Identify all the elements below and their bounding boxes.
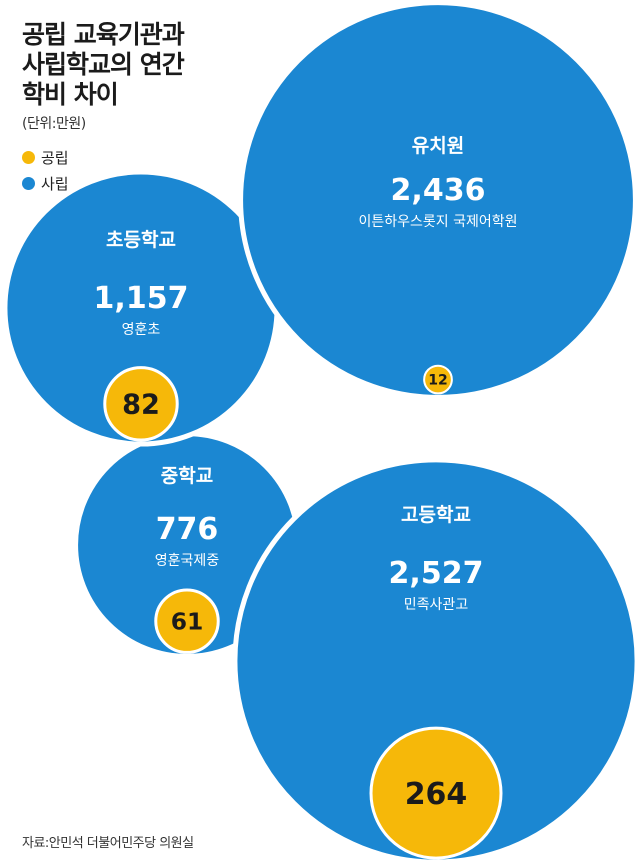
private-example-label-kindergarten: 이튼하우스롯지 국제어학원 — [358, 214, 517, 230]
private-value-label-kindergarten: 2,436 — [391, 173, 486, 208]
public-bubble-elementary — [103, 366, 179, 442]
category-label-elementary: 초등학교 — [106, 229, 176, 251]
private-value-label-elementary: 1,157 — [94, 281, 189, 316]
chart-title: 공립 교육기관과 사립학교의 연간 학비 차이 — [22, 20, 262, 110]
public-bubble-high — [369, 726, 503, 860]
legend: 공립 사립 — [22, 146, 69, 198]
private-example-label-middle: 영훈국제중 — [155, 553, 220, 569]
private-value-label-high: 2,527 — [389, 556, 484, 591]
title-line-2: 사립학교의 연간 — [22, 50, 185, 79]
public-bubble-kindergarten — [423, 364, 453, 395]
legend-swatch-public — [22, 150, 35, 164]
source-note: 자료:안민석 더불어민주당 의원실 — [22, 836, 194, 851]
private-example-label-elementary: 영훈초 — [122, 322, 161, 338]
legend-label-public: 공립 — [41, 148, 69, 167]
public-value-label-high: 264 — [405, 777, 468, 812]
legend-item-public: 공립 — [22, 146, 69, 168]
public-bubble-middle — [154, 588, 220, 654]
title-line-3: 학비 차이 — [22, 80, 119, 109]
private-example-label-high: 민족사관고 — [404, 597, 469, 613]
title-line-1: 공립 교육기관과 — [22, 20, 185, 49]
public-value-label-kindergarten: 12 — [428, 373, 447, 389]
legend-item-private: 사립 — [22, 172, 69, 194]
category-label-middle: 중학교 — [161, 465, 213, 487]
private-bubble-kindergarten — [238, 0, 638, 400]
legend-swatch-private — [22, 176, 35, 190]
unit-label: (단위:만원) — [22, 116, 86, 132]
category-label-kindergarten: 유치원 — [412, 135, 464, 157]
private-value-label-middle: 776 — [156, 512, 219, 547]
legend-label-private: 사립 — [41, 174, 69, 193]
category-label-high: 고등학교 — [401, 504, 471, 526]
public-value-label-elementary: 82 — [122, 390, 160, 421]
private-bubble-high — [232, 457, 640, 860]
public-value-label-middle: 61 — [171, 608, 204, 636]
